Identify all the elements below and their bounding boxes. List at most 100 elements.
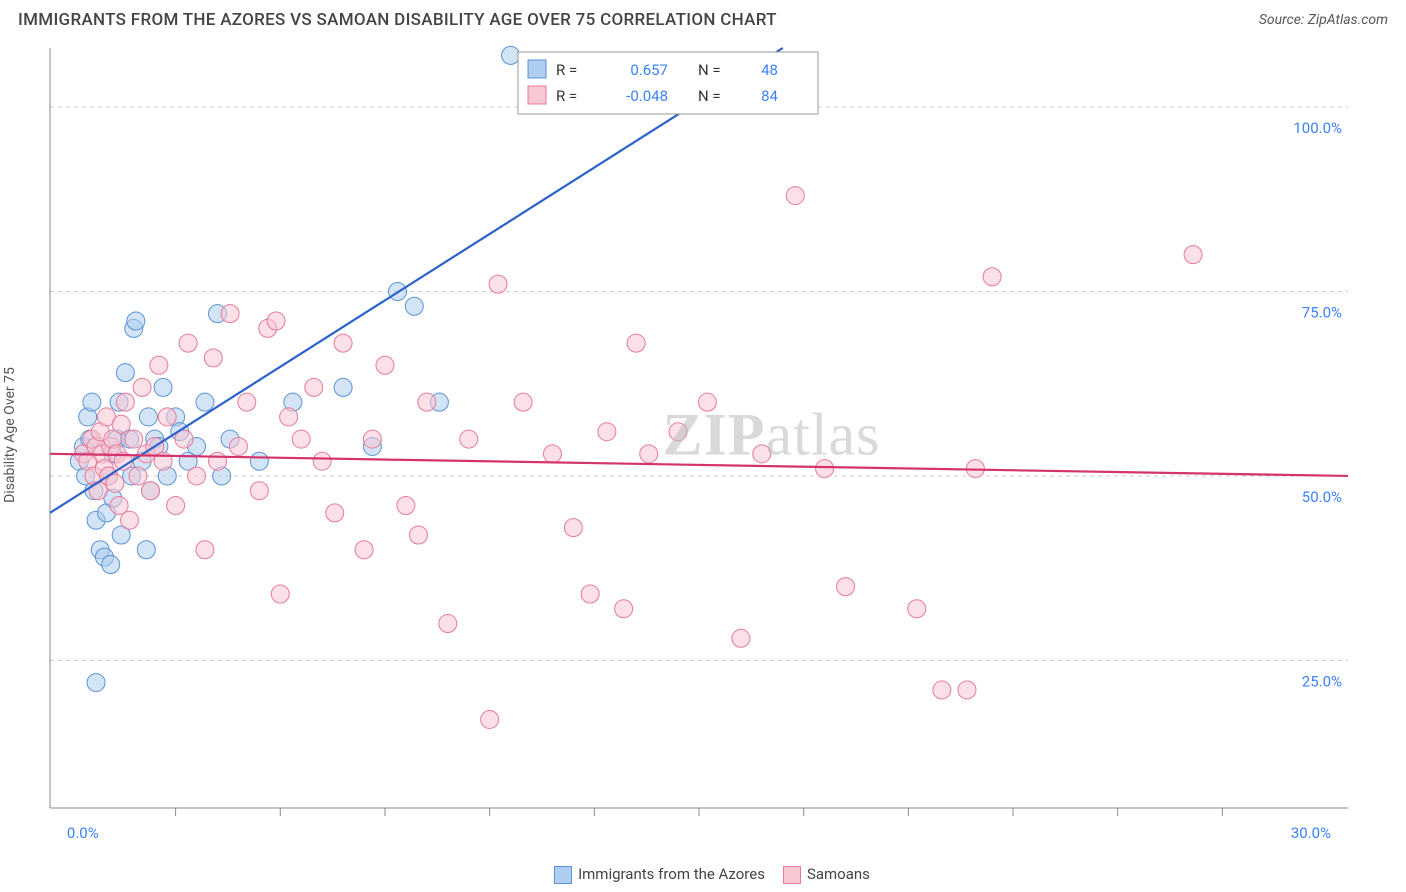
scatter-plot: 25.0% 50.0% 75.0% 100.0% R = 0.657 N = 48 R = -0.… bbox=[18, 40, 1358, 830]
data-point bbox=[334, 334, 352, 352]
data-point bbox=[116, 364, 134, 382]
data-point bbox=[753, 445, 771, 463]
data-point bbox=[150, 356, 168, 374]
data-point bbox=[543, 445, 561, 463]
data-point bbox=[112, 415, 130, 433]
data-point bbox=[238, 393, 256, 411]
data-point bbox=[640, 445, 658, 463]
data-point bbox=[933, 681, 951, 699]
data-point bbox=[376, 356, 394, 374]
data-point bbox=[271, 585, 289, 603]
legend-series-label: Immigrants from the Azores bbox=[578, 865, 765, 883]
legend-r-label: R = bbox=[556, 87, 577, 105]
data-point bbox=[405, 297, 423, 315]
data-point bbox=[229, 437, 247, 455]
data-point bbox=[141, 482, 159, 500]
data-point bbox=[1184, 246, 1202, 264]
data-point bbox=[363, 430, 381, 448]
plot-area: Disability Age Over 75 25.0%50.0%75.0%10… bbox=[18, 40, 1388, 830]
data-point bbox=[292, 430, 310, 448]
data-point bbox=[250, 452, 268, 470]
data-point bbox=[502, 46, 520, 64]
data-point bbox=[196, 393, 214, 411]
data-point bbox=[106, 474, 124, 492]
data-point bbox=[305, 378, 323, 396]
data-point bbox=[280, 408, 298, 426]
data-point bbox=[102, 556, 120, 574]
data-point bbox=[179, 334, 197, 352]
data-point bbox=[397, 496, 415, 514]
legend-r-label: R = bbox=[556, 61, 577, 79]
trend-line bbox=[50, 48, 783, 513]
data-point bbox=[158, 408, 176, 426]
data-point bbox=[250, 482, 268, 500]
data-point bbox=[460, 430, 478, 448]
data-point bbox=[121, 511, 139, 529]
data-point bbox=[188, 467, 206, 485]
legend-series-label: Samoans bbox=[807, 865, 870, 883]
data-point bbox=[816, 460, 834, 478]
data-point bbox=[581, 585, 599, 603]
data-point bbox=[87, 674, 105, 692]
legend-r-value: -0.048 bbox=[626, 87, 668, 105]
data-point bbox=[154, 378, 172, 396]
data-point bbox=[958, 681, 976, 699]
data-point bbox=[786, 187, 804, 205]
data-point bbox=[334, 378, 352, 396]
legend-n-label: N = bbox=[698, 87, 721, 105]
data-point bbox=[489, 275, 507, 293]
data-point bbox=[669, 423, 687, 441]
data-point bbox=[615, 600, 633, 618]
data-point bbox=[732, 629, 750, 647]
data-point bbox=[564, 519, 582, 537]
legend-swatch bbox=[783, 866, 801, 884]
x-tick-label: 0.0% bbox=[67, 824, 99, 842]
legend-n-value: 84 bbox=[761, 87, 778, 105]
data-point bbox=[837, 578, 855, 596]
legend-swatch bbox=[528, 60, 546, 78]
bottom-legend: Immigrants from the Azores Samoans bbox=[0, 865, 1406, 884]
data-point bbox=[908, 600, 926, 618]
data-point bbox=[355, 541, 373, 559]
chart-header: IMMIGRANTS FROM THE AZORES VS SAMOAN DIS… bbox=[0, 0, 1406, 36]
data-point bbox=[409, 526, 427, 544]
legend-swatch bbox=[528, 86, 546, 104]
data-point bbox=[204, 349, 222, 367]
data-point bbox=[116, 393, 134, 411]
data-point bbox=[137, 541, 155, 559]
data-point bbox=[83, 393, 101, 411]
legend-n-value: 48 bbox=[761, 61, 778, 79]
legend-n-label: N = bbox=[698, 61, 721, 79]
data-point bbox=[698, 393, 716, 411]
data-point bbox=[326, 504, 344, 522]
data-point bbox=[313, 452, 331, 470]
data-point bbox=[167, 496, 185, 514]
data-point bbox=[196, 541, 214, 559]
data-point bbox=[627, 334, 645, 352]
y-tick-label: 75.0% bbox=[1302, 303, 1342, 321]
x-tick-label: 30.0% bbox=[1291, 824, 1331, 842]
data-point bbox=[439, 615, 457, 633]
data-point bbox=[598, 423, 616, 441]
data-point bbox=[208, 452, 226, 470]
legend-r-value: 0.657 bbox=[630, 61, 668, 79]
data-point bbox=[221, 305, 239, 323]
chart-title: IMMIGRANTS FROM THE AZORES VS SAMOAN DIS… bbox=[18, 10, 777, 30]
data-point bbox=[133, 378, 151, 396]
data-point bbox=[418, 393, 436, 411]
data-point bbox=[127, 312, 145, 330]
y-tick-label: 100.0% bbox=[1293, 119, 1342, 137]
data-point bbox=[267, 312, 285, 330]
trend-line bbox=[50, 454, 1348, 476]
chart-source: Source: ZipAtlas.com bbox=[1259, 12, 1388, 28]
y-axis-label: Disability Age Over 75 bbox=[2, 367, 18, 503]
legend-swatch bbox=[554, 866, 572, 884]
data-point bbox=[514, 393, 532, 411]
y-tick-label: 25.0% bbox=[1302, 672, 1342, 690]
y-tick-label: 50.0% bbox=[1302, 488, 1342, 506]
data-point bbox=[139, 408, 157, 426]
data-point bbox=[481, 710, 499, 728]
data-point bbox=[125, 430, 143, 448]
data-point bbox=[129, 467, 147, 485]
data-point bbox=[983, 268, 1001, 286]
